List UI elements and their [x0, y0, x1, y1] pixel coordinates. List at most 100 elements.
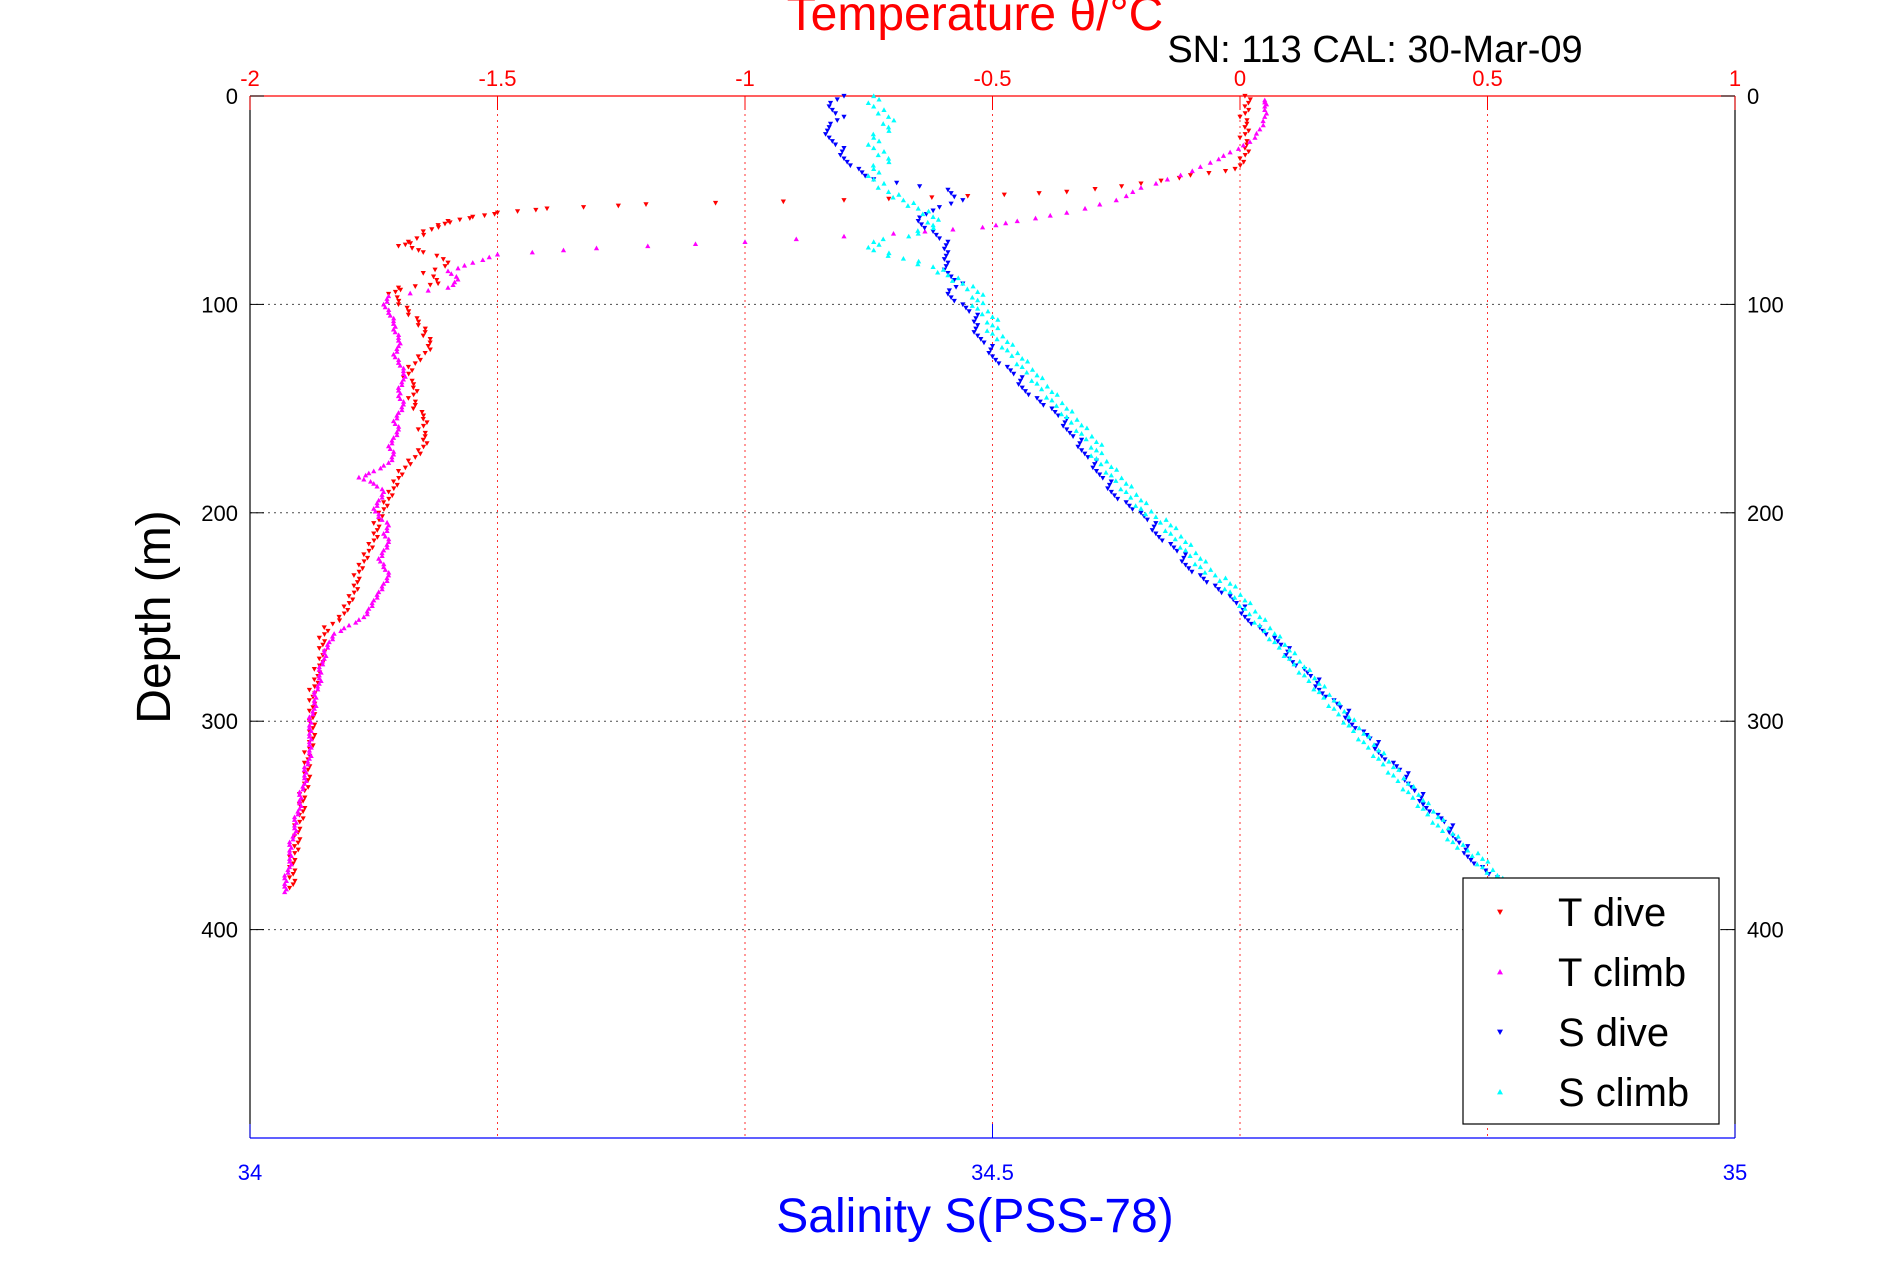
- data-point: [287, 875, 293, 881]
- bottom-tick-label: 34.5: [971, 1160, 1014, 1185]
- data-point: [321, 656, 327, 661]
- data-point: [415, 323, 421, 328]
- data-point: [316, 635, 322, 641]
- data-point: [1276, 644, 1282, 650]
- data-point: [1341, 708, 1347, 714]
- data-points: [282, 93, 1515, 895]
- data-point: [580, 205, 587, 210]
- data-point: [1394, 764, 1400, 769]
- data-point: [1099, 442, 1105, 447]
- data-point: [427, 340, 433, 346]
- bottom-tick-label: 34: [238, 1160, 262, 1185]
- data-point: [1093, 469, 1100, 474]
- data-point: [307, 774, 313, 780]
- data-point: [417, 451, 423, 457]
- data-point: [822, 132, 829, 137]
- data-point: [980, 292, 986, 297]
- data-point: [1490, 867, 1496, 872]
- data-point: [1257, 614, 1263, 620]
- data-point: [1247, 139, 1253, 144]
- data-point: [1177, 544, 1183, 550]
- data-point: [1197, 564, 1203, 570]
- data-point: [1336, 700, 1342, 706]
- data-point: [847, 163, 853, 169]
- data-point: [306, 698, 312, 703]
- data-point: [1162, 528, 1168, 533]
- data-point: [880, 236, 886, 242]
- data-point: [305, 758, 311, 764]
- data-point: [1242, 93, 1248, 99]
- data-point: [593, 245, 600, 251]
- data-point: [1054, 392, 1060, 397]
- data-point: [1246, 611, 1253, 617]
- data-point: [1090, 465, 1096, 471]
- data-point: [283, 886, 290, 892]
- y-tick-label-left: 300: [201, 709, 238, 734]
- data-point: [881, 107, 887, 112]
- data-point: [1261, 628, 1267, 633]
- data-point: [1244, 121, 1250, 127]
- data-point: [1444, 836, 1451, 842]
- data-point: [1415, 792, 1422, 797]
- data-point: [453, 274, 459, 279]
- data-point: [1089, 433, 1095, 439]
- data-point: [980, 300, 986, 306]
- data-point: [390, 418, 397, 424]
- data-point: [390, 318, 397, 324]
- data-point: [412, 403, 418, 408]
- data-point: [397, 340, 403, 346]
- data-point: [291, 831, 298, 836]
- data-point: [1025, 392, 1032, 398]
- data-point: [381, 547, 387, 553]
- data-point: [1010, 342, 1016, 347]
- data-point: [1070, 434, 1076, 439]
- data-point: [301, 767, 308, 772]
- series-s-dive: [822, 93, 1500, 891]
- data-point: [1227, 589, 1233, 595]
- data-point: [1240, 142, 1246, 148]
- data-point: [292, 878, 298, 884]
- data-point: [1064, 189, 1070, 195]
- data-point: [1105, 486, 1111, 492]
- data-point: [1015, 350, 1021, 356]
- data-point: [856, 166, 862, 172]
- data-point: [282, 889, 288, 895]
- data-point: [1242, 597, 1248, 603]
- data-point: [826, 125, 832, 130]
- data-point: [837, 152, 844, 158]
- data-point: [1244, 139, 1250, 144]
- data-point: [1179, 559, 1185, 565]
- data-point: [395, 393, 402, 399]
- data-point: [409, 378, 415, 384]
- data-point: [298, 795, 304, 800]
- data-point: [1111, 493, 1118, 499]
- data-point: [911, 200, 917, 206]
- data-point: [394, 349, 400, 354]
- data-point: [440, 257, 446, 262]
- data-point: [1039, 375, 1045, 381]
- data-point: [311, 697, 317, 703]
- data-point: [1266, 636, 1272, 642]
- data-point: [376, 497, 382, 503]
- data-point: [461, 262, 468, 268]
- data-point: [1197, 164, 1203, 169]
- data-point: [1260, 118, 1266, 124]
- data-point: [1202, 569, 1208, 575]
- data-point: [876, 242, 882, 247]
- data-point: [395, 302, 402, 307]
- data-point: [310, 708, 316, 714]
- data-point: [1235, 146, 1242, 151]
- legend-label: T climb: [1558, 951, 1686, 995]
- data-point: [371, 521, 377, 526]
- data-point: [945, 272, 951, 278]
- data-point: [379, 514, 385, 519]
- data-point: [400, 365, 407, 371]
- data-point: [1376, 739, 1382, 745]
- data-point: [290, 836, 296, 842]
- data-point: [376, 589, 382, 595]
- data-point: [411, 392, 417, 398]
- data-point: [1019, 385, 1025, 391]
- data-point: [1450, 831, 1456, 836]
- data-point: [712, 200, 719, 206]
- data-point: [1200, 576, 1207, 582]
